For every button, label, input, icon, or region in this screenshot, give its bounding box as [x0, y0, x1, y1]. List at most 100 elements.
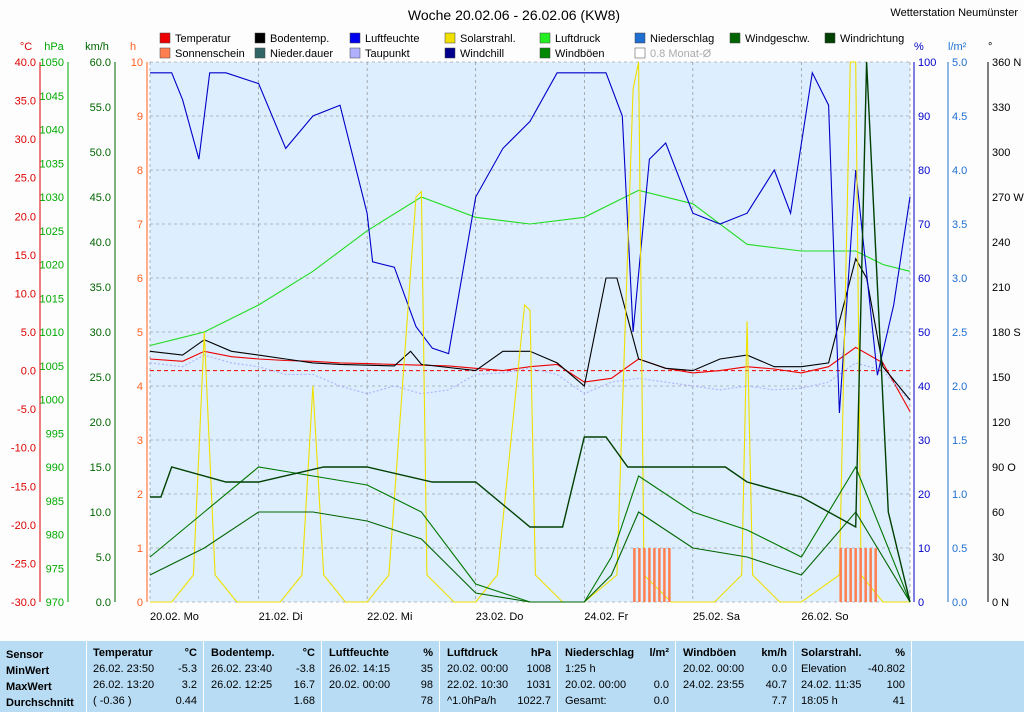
- stat-cell-label: Niederschlag: [565, 647, 635, 659]
- stat-cell-value: 98: [420, 679, 433, 691]
- right-axis-tick: 60: [992, 507, 1004, 519]
- left-axis-tick: 2: [137, 489, 143, 501]
- stat-cell-label: 26.02. 23:40: [211, 663, 273, 675]
- left-axis-tick: 1005: [40, 361, 64, 373]
- left-axis-tick: 0.0: [96, 597, 111, 609]
- right-axis-tick: 10: [918, 543, 930, 555]
- sunshine-bar: [653, 548, 656, 602]
- stat-cell-label: Solarstrahl.: [801, 647, 862, 659]
- stat-cell-value: °C: [302, 647, 315, 659]
- series-temperatur: [149, 346, 911, 412]
- weather-chart: °C40.035.030.025.020.015.010.05.00.0-5.0…: [10, 7, 1024, 623]
- legend-label: Solarstrahl.: [460, 33, 516, 45]
- right-axis-tick: 80: [918, 165, 930, 177]
- stat-cell-value: -40.802: [867, 663, 905, 675]
- stat-cell-value: 16.7: [293, 679, 315, 691]
- left-axis-tick: 8: [137, 165, 143, 177]
- left-axis-tick: 1050: [40, 57, 64, 69]
- left-axis-tick: 40.0: [15, 57, 36, 69]
- series-windrichtung: [150, 61, 911, 603]
- stat-column: Niederschlag l/m² 1:25 h 20.02. 00:00 0.0 Ges…: [558, 641, 676, 712]
- right-axis-tick: 30: [992, 552, 1004, 564]
- left-axis-tick: 1035: [40, 158, 64, 170]
- stat-cell-label: 20.02. 00:00: [329, 679, 391, 691]
- legend-swatch: [729, 32, 741, 44]
- left-axis-tick: 55.0: [90, 102, 111, 114]
- right-axis-tick: 2.0: [952, 381, 967, 393]
- right-axis-tick: 150: [992, 372, 1010, 384]
- stat-column: Luftdruck hPa 20.02. 00:00 1008 22.02. 10:30…: [440, 641, 558, 712]
- left-axis-tick: -5.0: [17, 404, 36, 416]
- series-luftdruck: [149, 189, 911, 347]
- stat-cell-label: 26.02. 13:20: [93, 679, 155, 691]
- left-axis-tick: 30.0: [90, 327, 111, 339]
- right-axis-tick: 0.5: [952, 543, 967, 555]
- left-axis-tick: 45.0: [90, 192, 111, 204]
- stat-cell-value: 100: [886, 679, 905, 691]
- left-axis-tick: 975: [46, 563, 64, 575]
- sunshine-bar: [874, 548, 877, 602]
- x-axis-tick: 21.02. Di: [259, 611, 303, 623]
- stat-cell-value: 7.7: [771, 695, 787, 707]
- x-axis-tick: 20.02. Mo: [150, 611, 199, 623]
- sunshine-bar: [839, 548, 842, 602]
- left-axis-tick: 30.0: [15, 134, 36, 146]
- right-axis-tick: 1.0: [952, 489, 967, 501]
- series-luftfeuchte: [150, 71, 911, 414]
- stat-column: Solarstrahl.% Elevation -40.802 24.02. 11:3…: [794, 641, 912, 712]
- left-axis-tick: 995: [46, 428, 64, 440]
- row-label-avg: Durchschnitt: [6, 697, 74, 709]
- right-axis-tick: 180 S: [992, 327, 1021, 339]
- right-axis-tick: 50: [918, 327, 930, 339]
- left-axis-unit: h: [130, 41, 136, 53]
- right-axis-tick: 30: [918, 435, 930, 447]
- right-axis-tick: 90: [918, 111, 930, 123]
- stat-cell-label: 20.02. 00:00: [447, 663, 509, 675]
- left-axis-unit: hPa: [44, 41, 64, 53]
- stat-cell-value: °C: [184, 647, 197, 659]
- right-axis-tick: 2.5: [952, 327, 967, 339]
- legend-label: 0.8 Monat-Ø: [650, 48, 712, 60]
- left-axis-tick: 5.0: [21, 327, 36, 339]
- stat-cell-value: 1008: [526, 663, 551, 675]
- station-name: Wetterstation Neumünster: [890, 7, 1018, 19]
- left-axis-tick: 1045: [40, 91, 64, 103]
- right-axis-tick: 20: [918, 489, 930, 501]
- legend-swatch: [539, 47, 551, 59]
- stat-cell-label: 20.02. 00:00: [565, 679, 627, 691]
- right-axis-tick: 210: [992, 282, 1010, 294]
- stat-cell-value: 40.7: [765, 679, 787, 691]
- legend-label: Temperatur: [175, 33, 231, 45]
- right-axis-unit: °: [988, 41, 992, 53]
- left-axis-tick: 4: [137, 381, 143, 393]
- stat-cell-value: 78: [420, 695, 433, 707]
- stat-cell-value: 1.68: [293, 695, 315, 707]
- stat-cell-label: 18:05 h: [801, 695, 838, 707]
- sunshine-bar: [658, 548, 661, 602]
- left-axis-tick: -15.0: [11, 481, 36, 493]
- right-axis-tick: 4.0: [952, 165, 967, 177]
- stat-cell-value: 0.0: [771, 663, 787, 675]
- left-axis-tick: 0: [137, 597, 143, 609]
- stat-column: Bodentemp. °C 26.02. 23:40 -3.8 26.02. 12:25…: [204, 641, 322, 712]
- sunshine-bar: [638, 548, 641, 602]
- legend-label: Niederschlag: [650, 33, 714, 45]
- right-axis-tick: 120: [992, 417, 1010, 429]
- right-axis-unit: l/m²: [948, 41, 967, 53]
- stat-cell-label: Bodentemp.: [211, 647, 275, 659]
- legend-label: Windgeschw.: [745, 33, 810, 45]
- stat-cell-label: Luftfeuchte: [329, 647, 389, 659]
- row-labels: Sensor MinWert MaxWert Durchschnitt: [0, 641, 87, 712]
- right-axis-tick: 0: [918, 597, 924, 609]
- legend-label: Windböen: [555, 48, 605, 60]
- stat-cell-value: 3.2: [181, 679, 197, 691]
- x-axis-tick: 22.02. Mi: [367, 611, 412, 623]
- legend: Temperatur Sonnenschein Bodentemp. Nieder.d…: [159, 32, 904, 60]
- left-axis-tick: 985: [46, 496, 64, 508]
- legend-label: Windrichtung: [840, 33, 904, 45]
- left-axis-unit: °C: [20, 41, 32, 53]
- stat-cell-label: Elevation: [801, 663, 847, 675]
- stat-cell-value: -5.3: [178, 663, 197, 675]
- sunshine-bar: [668, 548, 671, 602]
- x-axis-tick: 23.02. Do: [476, 611, 524, 623]
